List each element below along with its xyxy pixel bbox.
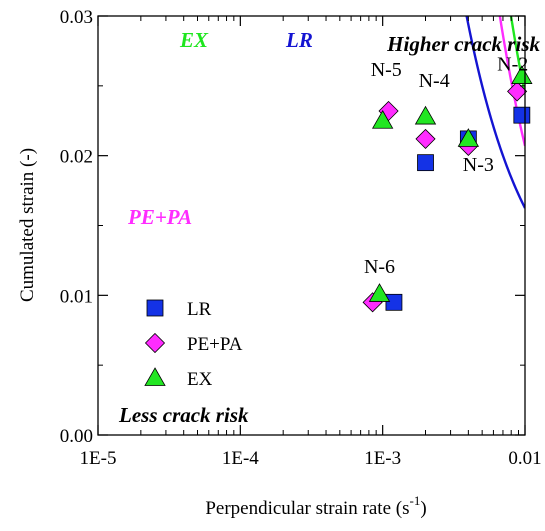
annotations-layer: N-2 N-3 N-4 N-5 N-6 [364, 53, 528, 278]
legend-marker-lr [146, 299, 164, 317]
legend-marker-ex [144, 367, 166, 386]
region-label-higher: Higher crack risk [386, 32, 540, 56]
legend-marker-pepa [144, 332, 166, 354]
y-tick-label: 0.02 [60, 147, 93, 168]
curves-layer [465, 16, 525, 209]
curve-lr [465, 16, 525, 209]
annotation-n-5: N-5 [371, 59, 402, 81]
x-tick-label: 1E-3 [364, 448, 401, 469]
curve-label-pepa: PE+PA [127, 205, 192, 229]
point-ex [511, 65, 533, 84]
point-lr [417, 154, 434, 172]
curve-label-ex: EX [179, 28, 209, 52]
x-tick-label: 1E-4 [222, 448, 259, 469]
point-lr [385, 293, 403, 311]
point-ex [414, 105, 437, 125]
x-axis-title-main: Perpendicular strain rate (s [205, 498, 409, 519]
x-axis-title-sup: -1 [410, 493, 421, 508]
y-ticks: 0.00 0.01 0.02 0.03 [60, 7, 525, 447]
y-axis-title: Cumulated strain (-) [17, 148, 38, 302]
point-pepa [507, 81, 528, 102]
point-ex [457, 128, 480, 147]
point-ex [371, 109, 394, 129]
region-label-less: Less crack risk [118, 403, 249, 427]
legend-label-ex: EX [187, 369, 213, 390]
y-tick-label: 0.01 [60, 286, 93, 307]
x-tick-label: 1E-5 [80, 448, 117, 469]
annotation-n-6: N-6 [364, 256, 395, 278]
point-pepa [415, 128, 436, 149]
markers-layer [362, 65, 533, 313]
annotation-n-2: N-2 [497, 53, 528, 75]
curve-pepa [498, 16, 525, 147]
y-tick-label: 0.03 [60, 7, 93, 28]
x-ticks: 1E-5 1E-4 1E-3 0.01 [80, 16, 542, 469]
point-ex [368, 283, 391, 302]
legend-label-pepa: PE+PA [187, 334, 243, 355]
curve-label-lr: LR [285, 28, 313, 52]
x-tick-label: 0.01 [508, 448, 541, 469]
x-axis-title: Perpendicular strain rate (s-1) [205, 493, 426, 519]
annotation-n-3: N-3 [463, 154, 494, 176]
legend-label-lr: LR [187, 299, 212, 320]
x-axis-title-end: ) [420, 498, 426, 519]
legend: LR PE+PA EX [144, 299, 243, 390]
annotation-n-4: N-4 [419, 70, 450, 92]
point-lr [513, 106, 531, 124]
y-tick-label: 0.00 [60, 426, 93, 447]
